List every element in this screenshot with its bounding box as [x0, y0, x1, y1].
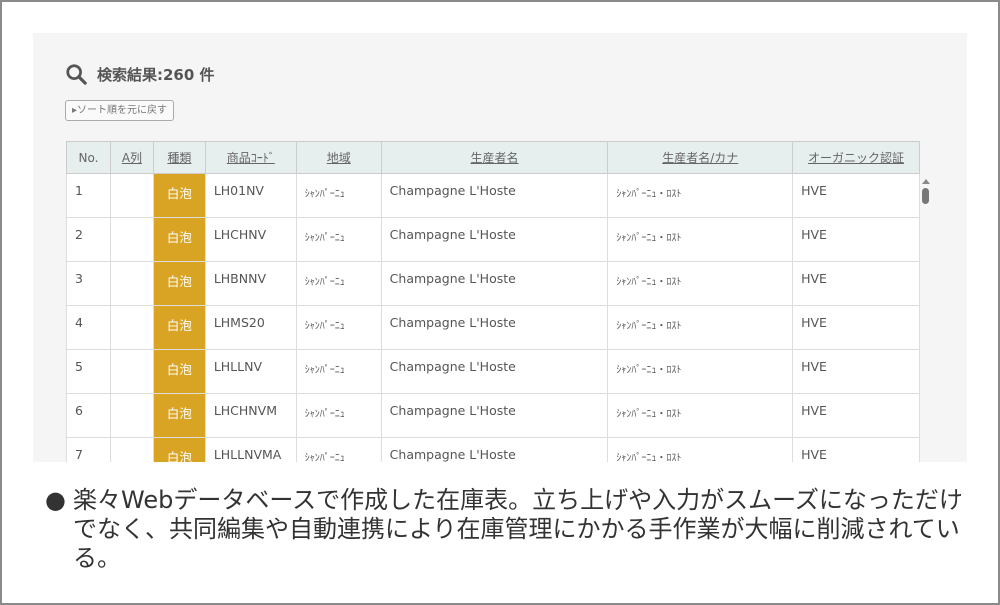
table-cell: ｼｬﾝﾊﾟｰﾆｭ — [295, 437, 382, 462]
table-cell: 白泡 — [152, 305, 206, 350]
table-row[interactable]: 1 白泡 LH01NV ｼｬﾝﾊﾟｰﾆｭ Champagne L'Hoste ｼｬﾝﾊﾟｰ… — [66, 173, 920, 218]
table-cell: ｼｬﾝﾊﾟｰﾆｭ・ﾛｽﾄ — [607, 393, 794, 438]
table-row[interactable]: 3 白泡 LHBNNV ｼｬﾝﾊﾟｰﾆｭ Champagne L'Hoste ｼｬﾝﾊﾟｰ… — [66, 261, 920, 306]
screenshot-panel: 検索結果:260 件 ▸ソート順を元に戻す No. A列 種類 商品ｺｰﾄﾞ 地域 生産者… — [33, 33, 967, 462]
table-cell: 白泡 — [152, 393, 206, 438]
column-header[interactable]: A列 — [109, 141, 154, 174]
table-cell — [109, 393, 154, 438]
table-cell: Champagne L'Hoste — [380, 173, 609, 218]
scrollbar[interactable] — [922, 179, 930, 204]
table-cell — [109, 437, 154, 462]
bullet-icon: ● — [45, 486, 66, 514]
table-cell: LHBNNV — [204, 261, 297, 306]
table-cell: ｼｬﾝﾊﾟｰﾆｭ — [295, 305, 382, 350]
reset-sort-button[interactable]: ▸ソート順を元に戻す — [65, 100, 175, 121]
table-cell: ｼｬﾝﾊﾟｰﾆｭ — [295, 393, 382, 438]
inventory-table: No. A列 種類 商品ｺｰﾄﾞ 地域 生産者名 生産者名/カナ オーガニック認証 1 白泡 LH… — [66, 141, 920, 462]
table-cell: HVE — [792, 393, 920, 438]
column-header[interactable]: オーガニック認証 — [792, 141, 920, 174]
table-cell: 白泡 — [152, 217, 206, 262]
table-cell — [109, 305, 154, 350]
table-cell: HVE — [792, 437, 920, 462]
table-cell: Champagne L'Hoste — [380, 261, 609, 306]
table-cell: ｼｬﾝﾊﾟｰﾆｭ・ﾛｽﾄ — [607, 217, 794, 262]
table-row[interactable]: 2 白泡 LHCHNV ｼｬﾝﾊﾟｰﾆｭ Champagne L'Hoste ｼｬﾝﾊﾟｰ… — [66, 217, 920, 262]
column-header[interactable]: 種類 — [152, 141, 206, 174]
table-cell: ｼｬﾝﾊﾟｰﾆｭ — [295, 217, 382, 262]
column-header: No. — [66, 141, 111, 174]
table-cell: 白泡 — [152, 261, 206, 306]
table-cell: LHLLNVMA — [204, 437, 297, 462]
table-cell: Champagne L'Hoste — [380, 349, 609, 394]
table-cell: ｼｬﾝﾊﾟｰﾆｭ・ﾛｽﾄ — [607, 437, 794, 462]
table-cell: HVE — [792, 349, 920, 394]
table-cell: Champagne L'Hoste — [380, 217, 609, 262]
results-count: 検索結果:260 件 — [97, 65, 215, 84]
search-icon — [66, 64, 87, 85]
scrollbar-thumb[interactable] — [922, 188, 929, 204]
table-cell: LHCHNV — [204, 217, 297, 262]
caption: ● 楽々Webデータベースで作成した在庫表。立ち上げや入力がスムーズになっただけ… — [45, 486, 985, 573]
table-cell: ｼｬﾝﾊﾟｰﾆｭ・ﾛｽﾄ — [607, 349, 794, 394]
caption-text: 楽々Webデータベースで作成した在庫表。立ち上げや入力がスムーズになっただけでな… — [73, 486, 963, 572]
table-cell: HVE — [792, 217, 920, 262]
table-row[interactable]: 6 白泡 LHCHNVM ｼｬﾝﾊﾟｰﾆｭ Champagne L'Hoste ｼｬﾝﾊﾟ… — [66, 393, 920, 438]
search-results-title: 検索結果:260 件 — [65, 63, 215, 85]
table-cell: ｼｬﾝﾊﾟｰﾆｭ — [295, 173, 382, 218]
table-cell: LHLLNV — [204, 349, 297, 394]
table-cell: 白泡 — [152, 349, 206, 394]
table-cell: LHCHNVM — [204, 393, 297, 438]
table-cell: ｼｬﾝﾊﾟｰﾆｭ — [295, 261, 382, 306]
table-cell — [109, 217, 154, 262]
table-cell: ｼｬﾝﾊﾟｰﾆｭ — [295, 349, 382, 394]
column-header[interactable]: 地域 — [295, 141, 382, 174]
table-cell: HVE — [792, 261, 920, 306]
table-cell: 7 — [66, 437, 111, 462]
table-cell — [109, 349, 154, 394]
table-cell: LH01NV — [204, 173, 297, 218]
table-cell: 1 — [66, 173, 111, 218]
table-cell: Champagne L'Hoste — [380, 437, 609, 462]
table-cell: HVE — [792, 173, 920, 218]
table-cell: ｼｬﾝﾊﾟｰﾆｭ・ﾛｽﾄ — [607, 305, 794, 350]
table-cell — [109, 173, 154, 218]
table-row[interactable]: 5 白泡 LHLLNV ｼｬﾝﾊﾟｰﾆｭ Champagne L'Hoste ｼｬﾝﾊﾟｰ… — [66, 349, 920, 394]
table-cell: 3 — [66, 261, 111, 306]
table-cell: 白泡 — [152, 173, 206, 218]
table-row[interactable]: 4 白泡 LHMS20 ｼｬﾝﾊﾟｰﾆｭ Champagne L'Hoste ｼｬﾝﾊﾟｰ… — [66, 305, 920, 350]
table-cell: ｼｬﾝﾊﾟｰﾆｭ・ﾛｽﾄ — [607, 261, 794, 306]
table-cell: Champagne L'Hoste — [380, 305, 609, 350]
table-cell — [109, 261, 154, 306]
table-cell: 4 — [66, 305, 111, 350]
column-header[interactable]: 商品ｺｰﾄﾞ — [204, 141, 297, 174]
scroll-up-arrow-icon[interactable] — [922, 179, 930, 184]
table-row[interactable]: 7 白泡 LHLLNVMA ｼｬﾝﾊﾟｰﾆｭ Champagne L'Hoste ｼｬﾝﾊ… — [66, 437, 920, 462]
table-cell: 6 — [66, 393, 111, 438]
table-cell: 5 — [66, 349, 111, 394]
table-cell: 2 — [66, 217, 111, 262]
table-cell: Champagne L'Hoste — [380, 393, 609, 438]
column-header[interactable]: 生産者名/カナ — [607, 141, 794, 174]
table-cell: ｼｬﾝﾊﾟｰﾆｭ・ﾛｽﾄ — [607, 173, 794, 218]
table-cell: LHMS20 — [204, 305, 297, 350]
column-header[interactable]: 生産者名 — [380, 141, 609, 174]
table-cell: 白泡 — [152, 437, 206, 462]
table-cell: HVE — [792, 305, 920, 350]
